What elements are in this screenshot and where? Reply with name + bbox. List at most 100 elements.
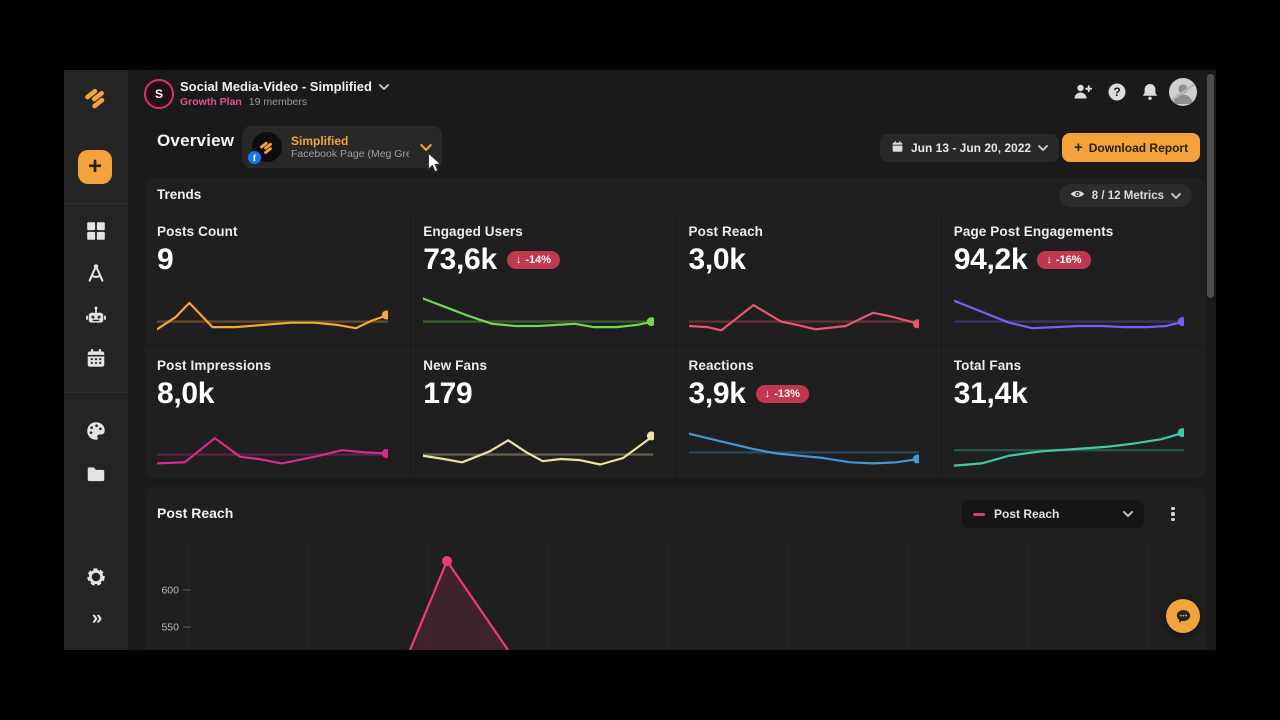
trends-panel: Trends 8 / 12 Metrics Posts Count 9 ↓ <box>145 178 1206 478</box>
post-reach-chart: 600 550 <box>161 546 1149 650</box>
trends-header: Trends 8 / 12 Metrics <box>145 178 1206 212</box>
sidebar-divider <box>64 203 128 204</box>
metric-value: 8,0k <box>157 377 215 410</box>
metric-value: 9 <box>157 243 174 276</box>
sidebar-item-dashboard[interactable] <box>85 220 107 242</box>
trends-title: Trends <box>157 187 202 202</box>
chevron-down-icon <box>379 83 389 90</box>
plan-label: Growth Plan <box>180 96 242 108</box>
vertical-scrollbar[interactable] <box>1207 74 1214 298</box>
arrow-down-icon: ↓ <box>1046 254 1052 266</box>
metric-change-badge: ↓ -14% <box>506 251 561 269</box>
sparkline-chart <box>688 426 919 470</box>
selected-metric-label: Post Reach <box>994 507 1060 521</box>
metric-card[interactable]: Post Impressions 8,0k ↓ <box>145 345 411 478</box>
page-title: Overview <box>157 131 235 150</box>
more-options-kebab-icon[interactable] <box>1166 504 1180 524</box>
metric-title: Page Post Engagements <box>953 224 1114 239</box>
create-new-button[interactable]: + <box>78 150 112 184</box>
chevron-down-icon <box>1038 145 1048 151</box>
metric-change-badge: ↓ -13% <box>755 385 809 403</box>
calendar-icon <box>891 140 904 156</box>
sidebar-item-brand-kit[interactable] <box>85 420 107 442</box>
metric-value: 73,6k <box>423 243 497 276</box>
workspace-subtitle: Growth Plan 19 members <box>180 96 307 108</box>
arrow-down-icon: ↓ <box>515 254 522 266</box>
plus-icon: + <box>1074 138 1083 156</box>
svg-text:?: ? <box>1113 85 1120 99</box>
metric-card[interactable]: Posts Count 9 ↓ <box>145 212 410 345</box>
account-avatar: f <box>248 132 282 164</box>
metric-value: 31,4k <box>953 377 1028 410</box>
sidebar-item-ai-assistant[interactable] <box>85 305 107 327</box>
metric-title: Total Fans <box>953 358 1022 373</box>
metric-card[interactable]: Post Reach 3,0k ↓ <box>675 212 941 345</box>
metric-card[interactable]: Total Fans 31,4k ↓ <box>940 345 1206 478</box>
account-selector[interactable]: f Simplified Facebook Page (Meg Gre... <box>242 126 442 168</box>
metrics-filter-label: 8 / 12 Metrics <box>1091 189 1164 202</box>
metric-card[interactable]: Engaged Users 73,6k ↓ -14% <box>410 212 675 345</box>
facebook-badge-icon: f <box>248 151 261 164</box>
chevron-down-icon <box>1123 511 1133 517</box>
svg-text:550: 550 <box>161 622 179 634</box>
help-icon[interactable]: ? <box>1106 81 1128 103</box>
sidebar-item-files[interactable] <box>85 463 107 485</box>
expand-sidebar-icon[interactable]: » <box>91 608 103 629</box>
sidebar-divider <box>64 392 128 393</box>
metric-change-badge: ↓ -16% <box>1037 251 1091 269</box>
workspace-avatar[interactable]: S <box>144 79 174 109</box>
sparkline-chart <box>953 293 1184 337</box>
post-reach-panel: Post Reach Post Reach 600 550 <box>145 487 1206 650</box>
user-avatar[interactable] <box>1169 78 1197 106</box>
metric-title: Post Reach <box>688 224 764 239</box>
sidebar: + » <box>64 70 128 650</box>
settings-gear-icon[interactable] <box>85 566 107 588</box>
metric-card[interactable]: Page Post Engagements 94,2k ↓ -16% <box>940 212 1206 345</box>
sparkline-chart <box>157 426 389 470</box>
metric-value: 94,2k <box>953 243 1028 276</box>
workspace-name: Social Media-Video - Simplified <box>180 79 372 94</box>
eye-icon <box>1070 189 1085 202</box>
metric-value: 179 <box>423 377 473 410</box>
download-report-button[interactable]: + Download Report <box>1062 133 1201 162</box>
svg-text:600: 600 <box>161 585 179 597</box>
members-count: 19 members <box>248 96 308 108</box>
date-range-label: Jun 13 - Jun 20, 2022 <box>911 141 1032 155</box>
chevron-down-icon <box>420 143 432 151</box>
metric-title: Posts Count <box>157 224 238 239</box>
sparkline-chart <box>157 293 389 337</box>
chevron-down-icon <box>1171 192 1181 199</box>
sparkline-chart <box>953 426 1184 470</box>
notifications-bell-icon[interactable] <box>1139 81 1161 103</box>
metric-cards-grid: Posts Count 9 ↓ Engaged Users 73,6k ↓-14… <box>145 212 1206 478</box>
metric-value: 3,0k <box>688 243 747 276</box>
arrow-down-icon: ↓ <box>764 388 771 400</box>
account-text: Simplified Facebook Page (Meg Gre... <box>291 134 409 160</box>
sparkline-chart <box>423 293 654 337</box>
post-reach-title: Post Reach <box>157 505 234 521</box>
sidebar-item-content-calendar[interactable] <box>85 347 107 369</box>
account-name: Simplified <box>291 134 349 148</box>
sparkline-chart <box>423 426 654 470</box>
sidebar-item-design-tools[interactable] <box>85 262 107 284</box>
metric-title: Engaged Users <box>423 224 523 239</box>
metrics-filter-dropdown[interactable]: 8 / 12 Metrics <box>1058 184 1192 207</box>
sparkline-chart <box>688 293 919 337</box>
series-color-dash <box>973 512 985 516</box>
metric-selector-dropdown[interactable]: Post Reach <box>962 500 1144 528</box>
account-page: Facebook Page (Meg Gre... <box>291 148 409 160</box>
chat-support-button[interactable] <box>1166 599 1200 633</box>
app-window: + » <box>64 70 1216 650</box>
metric-value: 3,9k <box>688 377 747 410</box>
download-report-label: Download Report <box>1088 140 1189 155</box>
simplified-logo-icon <box>81 82 111 112</box>
metric-title: Reactions <box>688 358 754 373</box>
metric-title: New Fans <box>423 358 488 373</box>
metric-card[interactable]: New Fans 179 ↓ <box>410 345 676 478</box>
date-range-picker[interactable]: Jun 13 - Jun 20, 2022 <box>880 134 1060 162</box>
metric-card[interactable]: Reactions 3,9k ↓ -13% <box>675 345 941 478</box>
add-member-icon[interactable] <box>1072 81 1094 103</box>
metric-title: Post Impressions <box>157 358 272 373</box>
workspace-switcher[interactable]: Social Media-Video - Simplified <box>180 79 389 94</box>
